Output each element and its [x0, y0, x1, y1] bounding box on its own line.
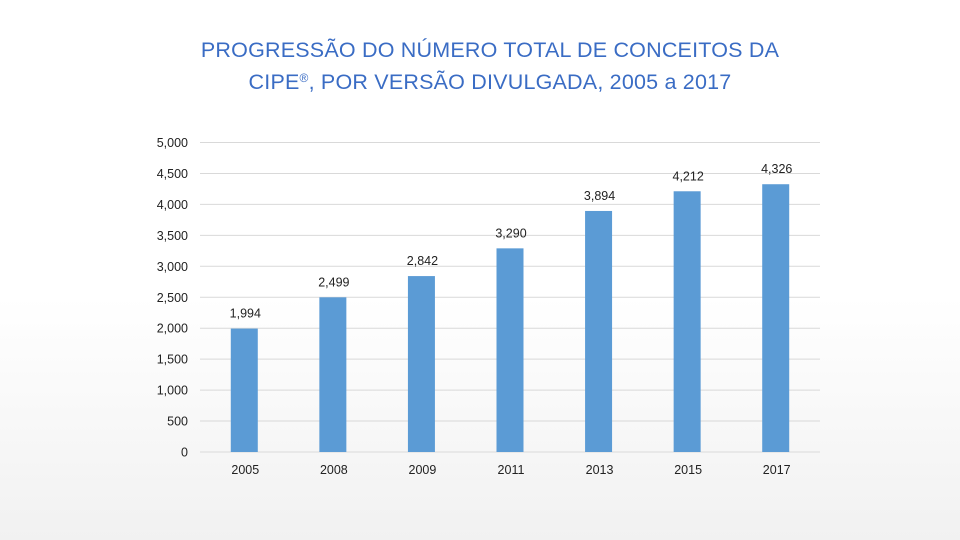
y-tick-label: 2,500 [157, 291, 188, 305]
y-tick-label: 0 [181, 446, 188, 460]
x-tick-label: 2015 [674, 463, 702, 477]
x-tick-label: 2011 [498, 463, 525, 477]
data-label: 2,499 [318, 275, 349, 289]
bar [496, 248, 524, 452]
bar [407, 276, 435, 452]
data-label: 1,994 [230, 307, 261, 321]
y-tick-label: 3,500 [157, 229, 188, 243]
y-tick-label: 4,000 [157, 198, 188, 212]
bar [230, 328, 258, 452]
y-tick-label: 500 [167, 415, 188, 429]
chart-title-line-1: PROGRESSÃO DO NÚMERO TOTAL DE CONCEITOS … [200, 38, 780, 62]
bar [585, 210, 613, 452]
y-tick-label: 3,000 [157, 260, 188, 274]
y-tick-label: 5,000 [157, 136, 188, 150]
bar [762, 184, 790, 453]
data-label: 4,326 [761, 162, 792, 176]
bar [673, 191, 701, 452]
bar [319, 297, 347, 452]
y-tick-label: 2,000 [157, 322, 188, 336]
y-tick-label: 4,500 [157, 167, 188, 181]
data-label: 2,842 [407, 254, 438, 268]
x-tick-label: 2017 [763, 463, 791, 477]
y-tick-label: 1,000 [157, 384, 188, 398]
x-tick-label: 2005 [231, 463, 259, 477]
data-label: 4,212 [673, 169, 704, 183]
x-tick-label: 2009 [409, 463, 437, 477]
x-tick-label: 2013 [586, 463, 614, 477]
data-label: 3,894 [584, 189, 615, 203]
data-label: 3,290 [495, 226, 526, 240]
chart-title: PROGRESSÃO DO NÚMERO TOTAL DE CONCEITOS … [120, 36, 860, 96]
y-tick-label: 1,500 [157, 353, 188, 367]
x-tick-label: 2008 [320, 463, 348, 477]
chart-title-line-2: CIPE®, POR VERSÃO DIVULGADA, 2005 a 2017 [248, 70, 732, 94]
